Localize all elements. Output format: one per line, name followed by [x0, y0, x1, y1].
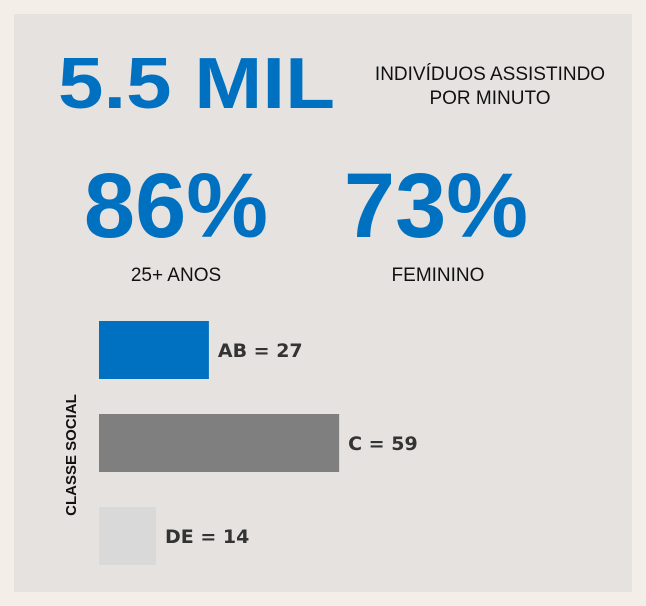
headline-caption: INDIVÍDUOS ASSISTINDO [375, 64, 605, 85]
axis-label: CLASSE SOCIAL [63, 394, 80, 516]
stat-value: 73% [344, 155, 528, 257]
panel [14, 14, 632, 592]
stat-label: 25+ ANOS [131, 265, 221, 286]
headline-value: 5.5 MIL [58, 44, 335, 124]
bar [99, 414, 340, 472]
value-label: DE = 14 [165, 526, 249, 548]
headline-caption: POR MINUTO [429, 88, 550, 109]
value-label: C = 59 [348, 433, 418, 455]
value-label: AB = 27 [218, 340, 303, 362]
stat-label: FEMININO [392, 265, 485, 286]
bar [99, 507, 156, 565]
bar [99, 321, 209, 379]
stat-value: 86% [84, 155, 268, 257]
